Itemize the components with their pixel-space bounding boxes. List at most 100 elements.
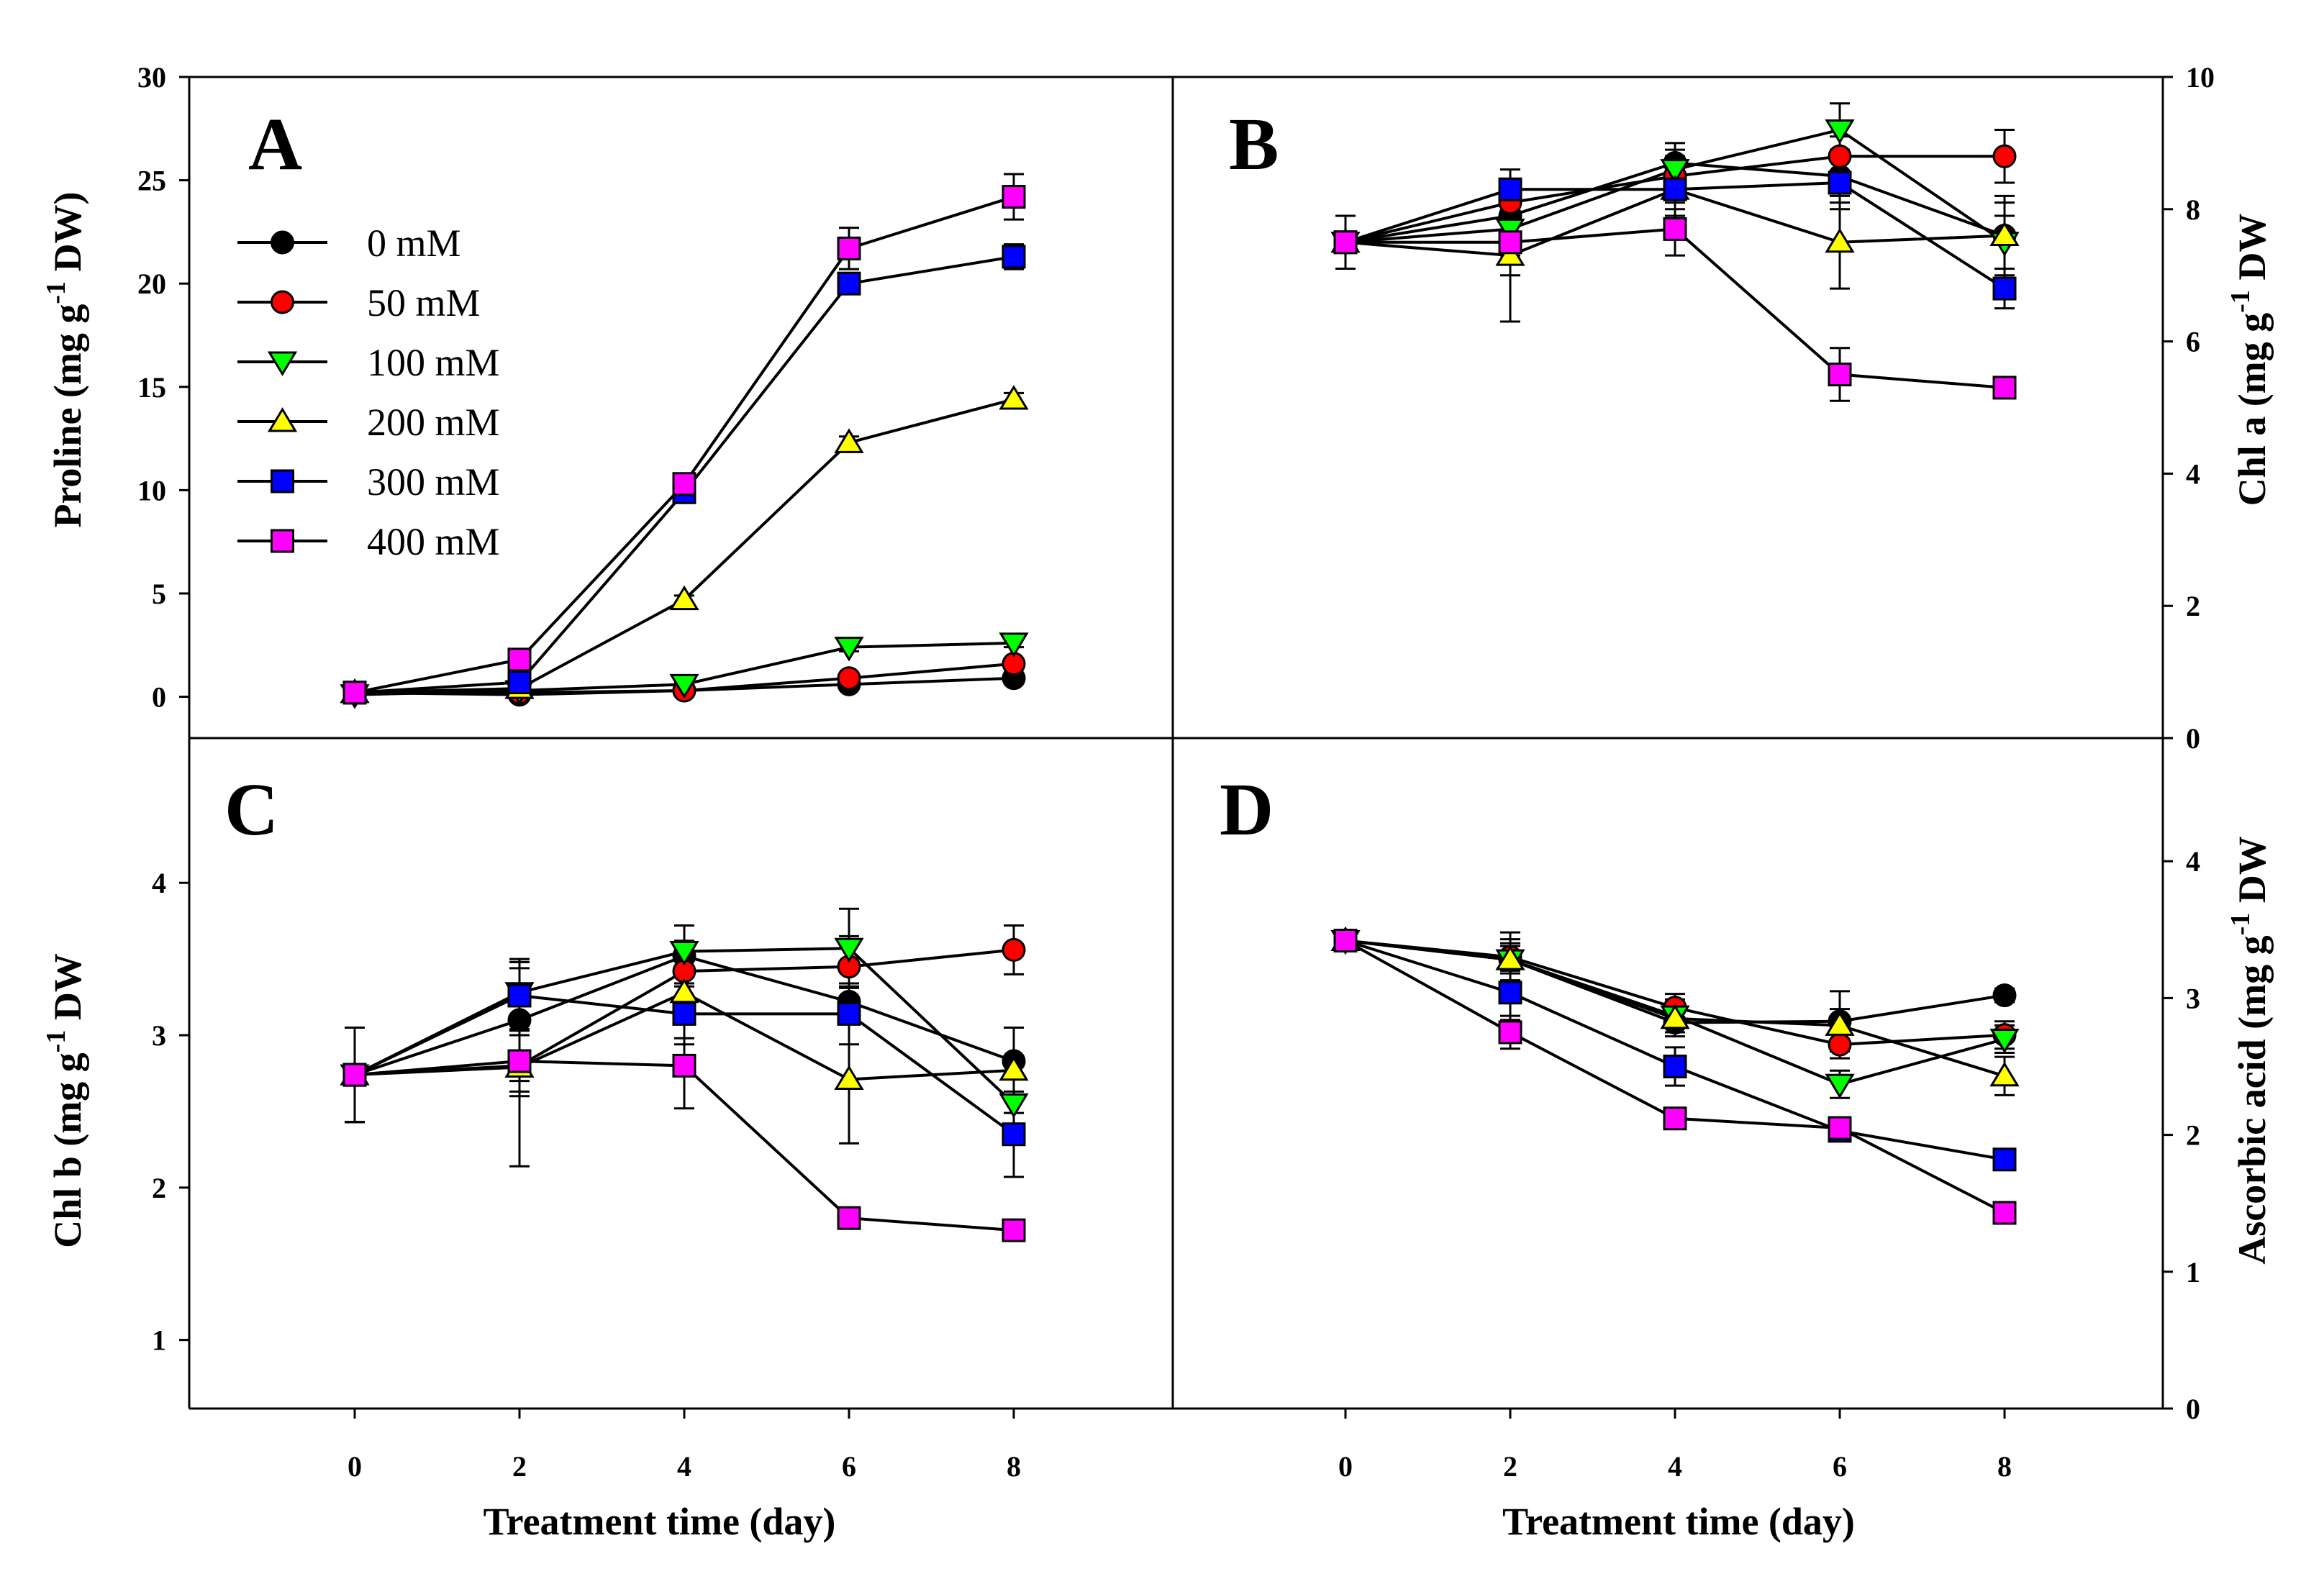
panel-B-data-point <box>1825 119 1855 145</box>
panel-C-data-point <box>669 978 699 1004</box>
panel-D-data-point <box>1825 1073 1855 1099</box>
panel-B-y-axis-title: Chl a (mg g-1 DW <box>2225 214 2274 506</box>
panel-A-data-point <box>999 632 1029 658</box>
panel-D-xtick-label: 2 <box>1503 1450 1517 1483</box>
panel-A-ytick-label: 5 <box>152 578 166 610</box>
panel-C-xtick-label: 8 <box>1007 1450 1021 1483</box>
panel-D-ytick-label: 4 <box>2186 845 2200 878</box>
panel-B-ytick-label: 10 <box>2186 61 2215 94</box>
panel-B-data-point <box>1992 144 2017 168</box>
panel-A-data-point <box>834 637 864 662</box>
panel-C-data-point <box>669 941 699 966</box>
panel-B-data-point <box>1663 177 1687 201</box>
panel-D-data-point <box>1333 929 1358 953</box>
legend-marker <box>271 290 294 314</box>
panel-A-series-line <box>354 195 1015 694</box>
legend-marker <box>271 230 294 255</box>
panel-A-ytick-label: 30 <box>137 61 166 94</box>
series-lines <box>354 128 2006 1232</box>
panel-C-data-point <box>999 1093 1029 1119</box>
legend-label: 300 mM <box>367 460 500 504</box>
panel-D-data-point <box>1498 981 1522 1005</box>
panel-B-data-point <box>1498 230 1522 255</box>
panel-B-data-point <box>1825 227 1855 253</box>
panel-C-data-point <box>1002 937 1026 962</box>
panel-A-ytick-label: 15 <box>137 371 166 404</box>
panel-B-data-point <box>1992 276 2017 301</box>
panel-B-data-point <box>1828 170 1852 195</box>
panel-C-data-point <box>507 1049 532 1073</box>
panel-D-data-point <box>1828 1116 1852 1140</box>
panel-C-data-point <box>837 1001 861 1026</box>
legend-label: 100 mM <box>367 341 500 384</box>
panel-D-data-point <box>1825 1011 1855 1036</box>
panel-C-data-point <box>342 1063 367 1087</box>
panel-A-data-point <box>834 428 864 453</box>
panel-D-data-point <box>1989 1061 2020 1087</box>
panel-A-y-axis-title: Proline (mg g-1 DW) <box>41 191 89 527</box>
panel-letter-D: D <box>1220 768 1274 851</box>
panel-C-data-point <box>837 1206 861 1230</box>
y-axis-title-superscript: -1 <box>2225 913 2256 936</box>
panel-D-data-point <box>1992 1201 2017 1225</box>
panel-B-data-point <box>1828 144 1852 168</box>
panel-B-ytick-label: 6 <box>2186 326 2200 358</box>
legend-marker <box>271 469 294 493</box>
panel-A-data-point <box>669 673 699 699</box>
panel-C-xtick-label: 6 <box>842 1450 856 1483</box>
panel-letter-C: C <box>224 768 278 851</box>
panel-C-ytick-label: 1 <box>152 1324 166 1357</box>
panel-C-data-point <box>834 937 864 963</box>
panel-B-data-point <box>1498 177 1522 201</box>
panel-A-data-point <box>837 236 861 260</box>
panel-C-data-point <box>507 983 532 1008</box>
panel-A-data-point <box>507 647 532 672</box>
panel-C-xtick-label: 0 <box>348 1450 362 1483</box>
x-axis-title: Treatment time (day) <box>1502 1500 1855 1543</box>
panel-A-data-point <box>1002 245 1026 269</box>
panel-D-data-point <box>1660 1004 1690 1029</box>
error-bars <box>345 102 2015 1237</box>
panel-D-data-point <box>1992 1147 2017 1172</box>
panel-A-ytick-label: 0 <box>152 681 166 714</box>
panel-D-ytick-label: 0 <box>2186 1393 2200 1425</box>
panel-C-ytick-label: 3 <box>152 1019 166 1052</box>
y-axis-title-main: Chl b (mg g <box>46 1052 89 1248</box>
y-axis-title-superscript: -1 <box>2225 290 2256 313</box>
panel-D-xtick-label: 0 <box>1338 1450 1353 1483</box>
legend-marker <box>267 351 298 376</box>
panel-D-data-point <box>1992 983 2017 1008</box>
panel-B-data-point <box>1333 230 1358 255</box>
y-axis-title-main: Chl a (mg g <box>2230 313 2274 506</box>
panel-C-xtick-label: 4 <box>677 1450 691 1483</box>
y-axis-title-unit: DW <box>2230 214 2274 291</box>
panel-B-data-point <box>1660 159 1690 184</box>
panel-A-data-point <box>669 585 699 611</box>
panel-A-data-point <box>837 271 861 296</box>
panel-A-data-point <box>1002 185 1026 209</box>
panel-A-data-point <box>342 681 367 705</box>
panel-A-ytick-label: 10 <box>137 474 166 506</box>
panel-D-data-point <box>1663 1054 1687 1078</box>
panel-A-data-point <box>999 385 1029 410</box>
legend-label: 200 mM <box>367 401 500 444</box>
panel-D-ytick-label: 2 <box>2186 1119 2200 1152</box>
panel-B-data-point <box>1828 363 1852 387</box>
panel-D-y-axis-title: Ascorbic acid (mg g-1 DW <box>2225 836 2274 1265</box>
y-axis-title-superscript: -1 <box>41 281 71 304</box>
panel-B-data-point <box>1992 376 2017 400</box>
legend-label: 400 mM <box>367 520 500 563</box>
panel-A-data-point <box>672 472 696 496</box>
panel-C-data-point <box>834 1065 864 1090</box>
panel-C-data-point <box>507 1008 532 1032</box>
y-axis-title-superscript: -1 <box>41 1030 71 1053</box>
panel-B-ytick-label: 4 <box>2186 458 2200 490</box>
panel-C-data-point <box>1002 1218 1026 1242</box>
panel-D-data-point <box>1989 1028 2020 1054</box>
panel-C-data-point <box>672 1053 696 1078</box>
panel-C-data-point <box>672 1001 696 1026</box>
y-axis-title-main: Ascorbic acid (mg g <box>2230 935 2274 1264</box>
y-axis-title-unit: DW <box>2230 836 2274 913</box>
